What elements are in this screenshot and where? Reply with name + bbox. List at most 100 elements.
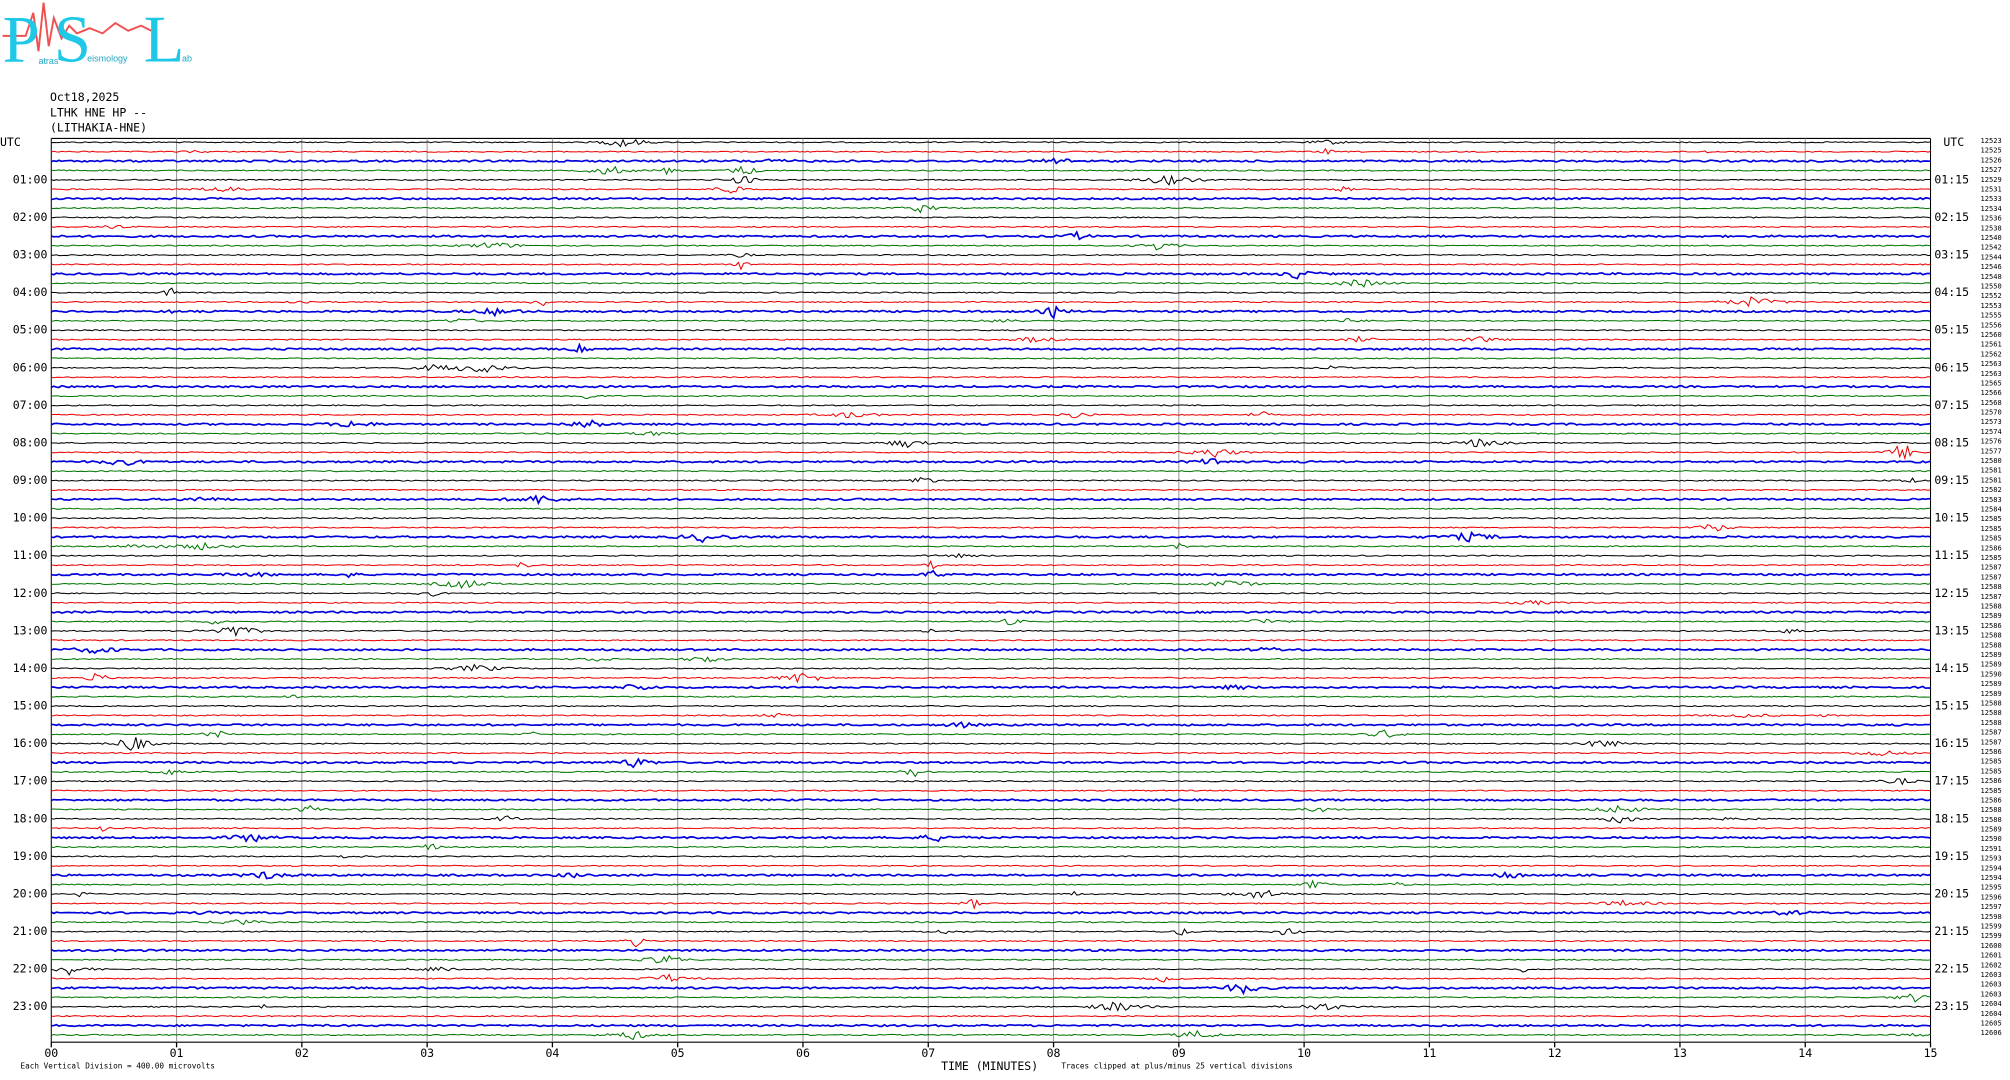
trace <box>51 488 1931 492</box>
trace <box>51 335 1931 344</box>
hour-label-left: 18:00 <box>13 811 48 825</box>
x-tick-label: 02 <box>295 1046 309 1060</box>
trace <box>51 750 1931 757</box>
count-label: 12583 <box>1981 495 2002 504</box>
count-label: 12588 <box>1981 805 2002 814</box>
hour-label-left: 10:00 <box>13 511 48 525</box>
count-label: 12552 <box>1981 291 2002 300</box>
count-label: 12588 <box>1981 582 2002 591</box>
count-label: 12600 <box>1981 941 2002 950</box>
hour-label-left: 13:00 <box>13 623 48 637</box>
count-label: 12588 <box>1981 698 2002 707</box>
trace <box>51 879 1931 890</box>
logo-word: atras <box>38 56 58 66</box>
hour-label-left: 03:00 <box>13 248 48 262</box>
trace <box>51 928 1931 936</box>
logo-word: eismology <box>87 54 128 64</box>
count-label: 12550 <box>1981 281 2002 290</box>
count-label: 12589 <box>1981 825 2002 834</box>
hour-label-left: 05:00 <box>13 323 48 337</box>
count-label: 12598 <box>1981 912 2002 921</box>
hour-label-right: 15:15 <box>1934 699 1969 713</box>
count-label: 12560 <box>1981 330 2002 339</box>
count-label: 12587 <box>1981 728 2002 737</box>
hour-label-left: 20:00 <box>13 886 48 900</box>
count-label: 12581 <box>1981 475 2002 484</box>
x-tick-label: 13 <box>1673 1046 1687 1060</box>
count-label: 12585 <box>1981 766 2002 775</box>
trace <box>50 646 1931 655</box>
hour-label-left: 12:00 <box>13 586 48 600</box>
count-label: 12603 <box>1981 989 2002 998</box>
trace <box>51 261 1931 271</box>
trace <box>51 1001 1931 1012</box>
trace <box>51 694 1931 699</box>
trace <box>51 983 1931 996</box>
hour-label-right: 23:15 <box>1934 999 1969 1013</box>
trace <box>51 919 1931 926</box>
hour-label-left: 11:00 <box>13 548 48 562</box>
clip-note: Traces clipped at plus/minus 25 vertical… <box>1061 1062 1292 1071</box>
count-label: 12596 <box>1981 892 2002 901</box>
trace <box>51 610 1931 614</box>
trace <box>51 279 1931 288</box>
trace <box>51 815 1931 824</box>
trace <box>50 384 1931 389</box>
count-label: 12585 <box>1981 786 2002 795</box>
x-tick-label: 08 <box>1047 1046 1061 1060</box>
hour-label-right: 22:15 <box>1934 962 1969 976</box>
hour-label-right: 08:15 <box>1934 435 1969 449</box>
hour-label-right: 06:15 <box>1934 360 1969 374</box>
x-tick-label: 09 <box>1172 1046 1186 1060</box>
count-label: 12574 <box>1981 427 2002 436</box>
trace <box>50 458 1931 467</box>
trace <box>51 737 1931 751</box>
count-label: 12561 <box>1981 340 2002 349</box>
trace <box>51 541 1931 551</box>
count-label: 12568 <box>1981 398 2002 407</box>
count-label: 12594 <box>1981 863 2002 872</box>
trace <box>51 639 1931 642</box>
count-label: 12603 <box>1981 980 2002 989</box>
trace <box>51 656 1931 663</box>
trace <box>51 579 1931 590</box>
hour-label-right: 05:15 <box>1934 323 1969 337</box>
trace <box>51 804 1931 813</box>
hour-label-left: 23:00 <box>13 999 48 1013</box>
trace <box>51 252 1931 258</box>
count-label: 12604 <box>1981 1009 2002 1018</box>
trace <box>51 1023 1931 1028</box>
hour-label-left: 17:00 <box>13 774 48 788</box>
x-tick-label: 00 <box>44 1046 58 1060</box>
count-label: 12585 <box>1981 534 2002 543</box>
hour-label-right: 13:15 <box>1934 623 1969 637</box>
count-label: 12601 <box>1981 951 2002 960</box>
count-label: 12585 <box>1981 553 2002 562</box>
count-label: 12587 <box>1981 737 2002 746</box>
count-label: 12589 <box>1981 660 2002 669</box>
trace <box>51 507 1931 510</box>
count-label: 12585 <box>1981 757 2002 766</box>
count-label: 12577 <box>1981 446 2002 455</box>
trace <box>51 357 1931 360</box>
count-label: 12594 <box>1981 873 2002 882</box>
hour-label-right: 21:15 <box>1934 924 1969 938</box>
trace <box>51 789 1931 792</box>
trace <box>51 224 1931 229</box>
trace <box>51 431 1931 437</box>
count-label: 12590 <box>1981 834 2002 843</box>
count-label: 12540 <box>1981 233 2002 242</box>
trace <box>51 404 1931 407</box>
trace <box>51 798 1931 802</box>
trace <box>50 419 1931 429</box>
trace <box>51 777 1931 786</box>
trace <box>51 242 1931 251</box>
count-label: 12548 <box>1981 272 2002 281</box>
trace <box>51 317 1931 323</box>
hour-label-right: 17:15 <box>1934 774 1969 788</box>
trace <box>51 938 1931 948</box>
count-label: 12589 <box>1981 650 2002 659</box>
count-label: 12591 <box>1981 844 2002 853</box>
hour-label-right: 16:15 <box>1934 736 1969 750</box>
